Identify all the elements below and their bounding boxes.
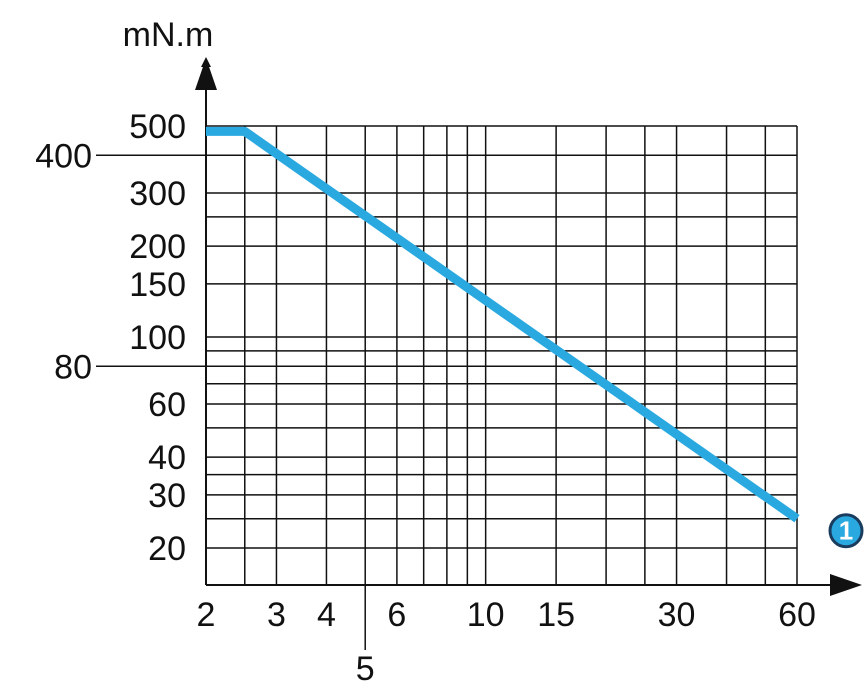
grid [205,125,798,585]
y-tick-label: 500 [129,108,186,146]
x-tick-label: 15 [537,596,575,634]
x-axis-arrowhead [830,574,862,596]
callout-marker [828,513,864,549]
y-tick-label: 100 [129,319,186,357]
x-tick-label: 30 [658,596,696,634]
y-tick-label: 150 [129,266,186,304]
x-tick-label: 60 [778,596,816,634]
y-tick-label: 30 [148,477,186,515]
x-tick-label: 5 [356,650,375,686]
extended-ticks [96,154,366,650]
y-axis-arrowhead [195,58,217,90]
axes [195,57,862,596]
y-tick-label: 40 [148,439,186,477]
y-tick-label: 60 [148,386,186,424]
y-tick-label: 20 [148,530,186,568]
x-tick-label: 10 [467,596,505,634]
y-tick-label: 80 [54,348,92,386]
y-tick-label: 300 [129,175,186,213]
y-tick-label: 400 [35,137,92,175]
x-tick-label: 4 [317,596,336,634]
callout-marker-label: 1 [839,516,853,546]
x-tick-label: 6 [387,596,406,634]
y-tick-label: 200 [129,228,186,266]
series-line [206,126,800,523]
x-tick-label: 3 [267,596,286,634]
x-tick-label: 2 [197,596,216,634]
y-axis-unit-label: mN.m [123,16,214,54]
series: 1 [205,126,864,549]
